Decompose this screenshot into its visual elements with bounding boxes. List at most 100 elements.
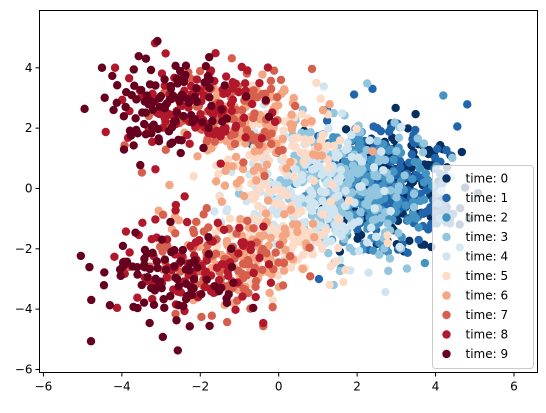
data-point [333, 243, 343, 253]
data-point [392, 193, 401, 202]
data-point [347, 221, 356, 230]
data-point [171, 206, 180, 215]
data-point [137, 168, 147, 177]
data-point [149, 120, 158, 129]
data-point [421, 169, 431, 178]
data-point [286, 205, 296, 215]
data-point [222, 317, 232, 327]
data-point [100, 93, 109, 102]
data-point [400, 171, 409, 180]
data-point [227, 262, 237, 272]
data-point [87, 295, 96, 305]
data-point [352, 167, 362, 177]
data-point [174, 301, 183, 310]
data-point [297, 170, 307, 180]
data-point [306, 135, 316, 145]
data-point [113, 81, 122, 90]
data-point [210, 207, 219, 216]
data-point [161, 117, 170, 126]
data-point [259, 318, 268, 328]
data-point [335, 136, 345, 145]
data-point [344, 211, 354, 220]
data-point [170, 246, 179, 255]
data-point [214, 286, 224, 296]
data-point [385, 174, 395, 183]
data-point [129, 141, 138, 150]
data-point [318, 244, 327, 253]
data-point [324, 124, 333, 133]
legend-marker [442, 193, 451, 203]
data-point [385, 254, 395, 263]
data-point [316, 94, 325, 104]
data-point [185, 139, 194, 148]
data-point [380, 186, 389, 196]
data-point [384, 266, 393, 276]
data-point [227, 244, 236, 253]
data-point [179, 111, 188, 121]
data-point [408, 209, 418, 218]
data-point [160, 255, 170, 264]
data-point [355, 137, 365, 147]
data-point [261, 209, 271, 218]
data-point [363, 238, 372, 247]
data-point [336, 166, 346, 175]
data-point [100, 268, 109, 277]
data-point [327, 236, 336, 246]
data-point [308, 219, 318, 228]
y-tick-label: −6 [15, 362, 33, 376]
data-point [300, 118, 309, 128]
data-point [249, 92, 258, 101]
data-point [250, 109, 259, 118]
legend-marker [442, 213, 451, 222]
data-point [393, 186, 402, 196]
data-point [169, 117, 179, 127]
data-point [227, 54, 236, 63]
data-point [345, 243, 354, 253]
data-point [189, 172, 198, 181]
data-point [371, 215, 380, 224]
data-point [266, 76, 276, 86]
data-point [227, 106, 237, 116]
data-point [319, 82, 328, 91]
data-point [367, 223, 376, 233]
data-point [369, 163, 379, 172]
data-point [347, 152, 356, 162]
data-point [154, 137, 164, 146]
data-point [321, 226, 331, 235]
data-point [305, 243, 314, 252]
data-point [363, 201, 372, 210]
data-point [134, 51, 143, 61]
data-point [383, 238, 392, 248]
y-axis-ticks: −6 −4 −2 0 2 4 [15, 61, 40, 376]
data-point [119, 145, 129, 154]
legend-label: time: 6 [466, 289, 509, 303]
data-point [105, 301, 115, 310]
data-point [181, 61, 191, 70]
data-point [204, 123, 213, 133]
data-point [324, 163, 333, 172]
data-point [258, 265, 267, 275]
data-point [145, 318, 154, 328]
data-point [369, 122, 378, 131]
data-point [207, 311, 217, 320]
legend-marker [442, 330, 451, 339]
data-point [266, 233, 275, 243]
data-point [255, 184, 264, 193]
data-point [174, 282, 183, 291]
data-point [259, 222, 268, 231]
data-point [368, 84, 377, 94]
data-point [343, 138, 352, 147]
data-point [420, 240, 429, 249]
data-point [463, 100, 472, 109]
data-point [394, 133, 404, 142]
data-point [205, 321, 214, 331]
data-point [220, 81, 229, 90]
data-point [307, 116, 316, 126]
data-point [180, 192, 189, 201]
data-point [448, 153, 457, 163]
data-point [418, 208, 427, 218]
data-point [151, 81, 160, 90]
data-point [152, 257, 161, 266]
legend-label: time: 1 [466, 191, 509, 205]
data-point [328, 180, 337, 189]
